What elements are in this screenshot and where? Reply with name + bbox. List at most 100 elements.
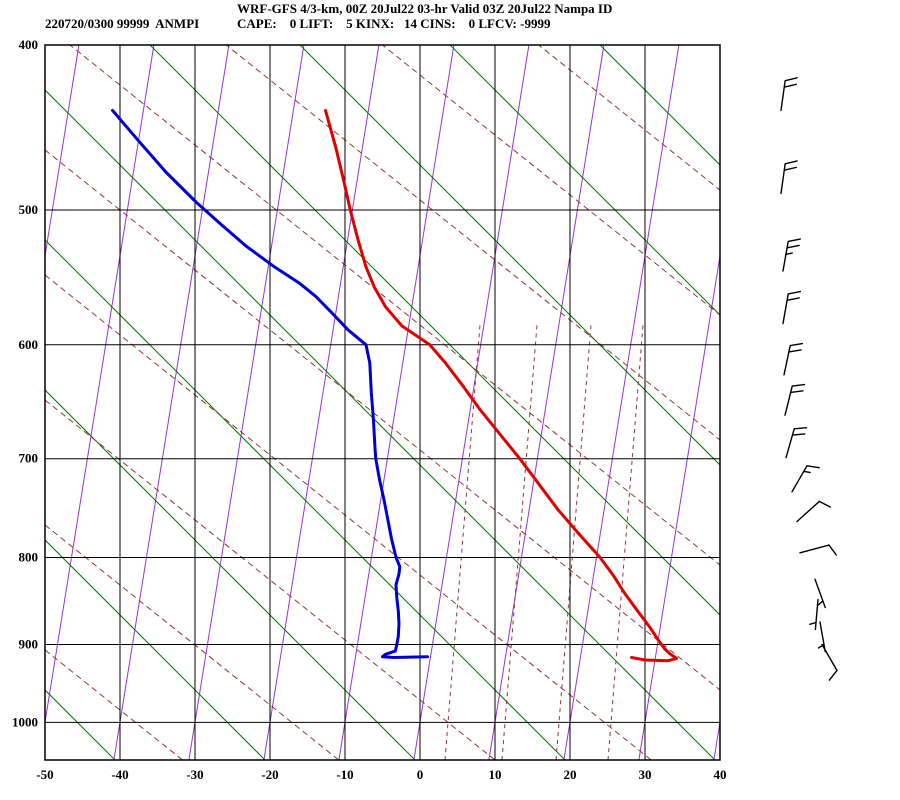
wind-barb [791, 465, 820, 493]
wind-barb-full-tick [828, 544, 838, 556]
plot-frame [44, 44, 721, 761]
grid [44, 44, 721, 761]
skewed-isotherm-line [188, 45, 305, 760]
skewed-isotherm-line [638, 252, 720, 760]
pressure-axis-label: 1000 [12, 714, 38, 729]
wind-barb-staff [796, 500, 820, 523]
mixing-ratio-line [501, 324, 538, 760]
wind-barb [809, 598, 819, 631]
wind-barb [796, 500, 832, 523]
wind-barb-full-tick [789, 390, 804, 394]
dry-adiabat-line [45, 89, 716, 760]
pressure-axis-label: 400 [19, 37, 39, 52]
wind-barb-full-tick [784, 160, 798, 165]
moist-adiabat-line [45, 399, 496, 760]
wind-barb-half-tick [817, 600, 824, 606]
wind-barb [799, 544, 838, 556]
wind-barb-staff [785, 428, 795, 459]
skewed-isotherm-line [45, 45, 155, 726]
indices-line: CAPE: 0 LIFT: 5 KINX: 14 CINS: 0 LFCV: -… [237, 16, 551, 31]
wind-barb-half-tick [803, 470, 811, 474]
temperature-axis-label: -10 [336, 767, 353, 782]
chart-title: WRF-GFS 4/3-km, 00Z 20Jul22 03-hr Valid … [237, 1, 613, 16]
dry-adiabat-line [299, 45, 720, 466]
wind-barb [780, 160, 798, 195]
wind-barb-full-tick [791, 433, 806, 436]
wind-barb-staff [791, 465, 808, 493]
temperature-axis-label: 0 [417, 767, 424, 782]
temperature-axis-label: 30 [639, 767, 652, 782]
skewed-isotherm-line [0, 45, 4, 760]
wind-barb-staff [821, 643, 838, 672]
dry-adiabat-line [449, 45, 720, 316]
skewed-isotherm-line [563, 45, 680, 760]
wind-barb-staff [780, 163, 786, 195]
wind-barb [814, 578, 826, 609]
mixing-ratio-line [444, 324, 481, 760]
moist-adiabat-line [45, 274, 653, 760]
dry-adiabat-line [149, 45, 720, 616]
wind-barb-staff [814, 578, 826, 609]
wind-barb-staff [780, 79, 786, 112]
wind-barb-full-tick [783, 83, 797, 88]
moist-adiabat-line [45, 524, 340, 760]
axis-labels: 400 500 600 700 800 900 1000 -50 -40 -30 -20 -10 0 10… [12, 37, 727, 782]
wind-barb-staff [814, 598, 819, 631]
skewed-isotherm-line [713, 718, 720, 760]
wind-barb [821, 643, 838, 681]
wind-barb-full-tick [786, 244, 800, 249]
skewed-isotherm-line [488, 45, 605, 760]
wind-barb-staff [799, 544, 830, 554]
wind-barb [780, 77, 798, 112]
wind-barb-staff [782, 240, 789, 272]
pressure-axis-label: 500 [19, 202, 39, 217]
wind-barb-full-tick [788, 349, 802, 353]
temperature-axis-label: 10 [489, 767, 502, 782]
wind-barb-full-tick [818, 500, 832, 508]
moist-adiabat-line [381, 45, 720, 316]
wind-barb-full-tick [806, 465, 820, 469]
moist-adiabat-line [69, 45, 720, 566]
temperature-axis-label: -20 [261, 767, 278, 782]
wind-barb-column [780, 77, 838, 681]
wind-barb-staff [819, 621, 826, 653]
pressure-axis-label: 600 [19, 337, 39, 352]
temperature-axis-label: -30 [186, 767, 203, 782]
wind-barb [785, 427, 808, 459]
skewed-isotherm-line [45, 45, 80, 259]
wind-barb-full-tick [787, 238, 802, 243]
temperature-profile-line [324, 108, 678, 663]
wind-barb-staff [784, 385, 793, 416]
wind-barb-full-tick [787, 290, 802, 295]
skewed-isotherm-line [413, 45, 530, 760]
mixing-ratio-line [555, 324, 592, 760]
wind-barb-full-tick [786, 297, 800, 302]
temperature-axis-label: -50 [36, 767, 53, 782]
wind-barb-full-tick [793, 427, 808, 430]
dry-adiabat-line [45, 539, 266, 760]
pressure-axis-label: 700 [19, 451, 39, 466]
wind-barb-full-tick [784, 77, 798, 82]
pressure-axis-label: 800 [19, 549, 39, 564]
skewed-isotherm-line [113, 45, 230, 760]
dry-adiabat-line [45, 239, 566, 760]
temperature-axis-label: 40 [714, 767, 727, 782]
wind-barb-full-tick [791, 383, 806, 387]
wind-barb-half-tick [785, 252, 793, 255]
wind-barb-full-tick [789, 342, 804, 347]
skewed-isotherm-line [338, 45, 455, 760]
wind-barb-full-tick [783, 166, 797, 171]
moist-adiabat-line [225, 45, 720, 441]
wind-barb-staff [782, 293, 789, 325]
skewed-isotherm-line [263, 45, 380, 760]
mixing-ratio-line [607, 324, 644, 760]
station-line: 220720/0300 99999 ANMPI [45, 16, 200, 31]
moist-adiabat-line [45, 149, 720, 691]
moist-adiabat-line [45, 649, 184, 760]
pressure-axis-label: 900 [19, 637, 39, 652]
dewpoint-profile-line [111, 108, 429, 659]
wind-barb [783, 342, 804, 376]
temperature-axis-label: 20 [564, 767, 577, 782]
dry-adiabat-line [599, 45, 720, 166]
